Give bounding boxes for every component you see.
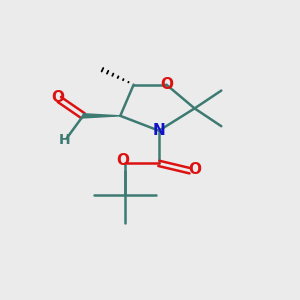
Text: O: O bbox=[51, 91, 64, 106]
Text: O: O bbox=[188, 162, 201, 177]
Text: O: O bbox=[117, 153, 130, 168]
Polygon shape bbox=[83, 114, 120, 118]
Text: H: H bbox=[58, 134, 70, 148]
Text: O: O bbox=[160, 77, 173, 92]
Text: N: N bbox=[152, 123, 165, 138]
